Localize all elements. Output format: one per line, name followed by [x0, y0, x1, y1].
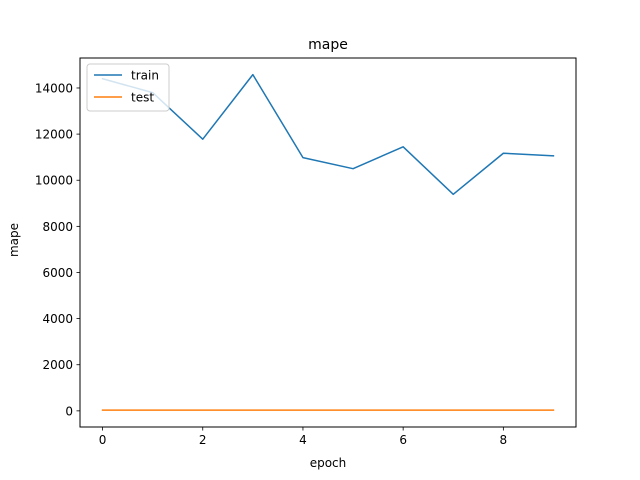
series-line-train — [101, 73, 555, 196]
x-tick-label: 2 — [199, 433, 207, 447]
plot-frame — [79, 57, 577, 428]
x-tick-label: 8 — [500, 433, 508, 447]
y-tick-label: 4000 — [42, 312, 73, 326]
x-tick-label: 0 — [99, 433, 107, 447]
legend: train test — [86, 63, 170, 112]
legend-label-test: test — [131, 91, 154, 105]
legend-label-train: train — [131, 69, 159, 83]
x-tick-label: 6 — [399, 433, 407, 447]
y-axis: 0 2000 4000 6000 8000 10000 12000 14000 — [35, 81, 80, 418]
y-tick-label: 14000 — [35, 81, 73, 95]
plot-area — [101, 73, 555, 411]
y-tick-label: 12000 — [35, 128, 73, 142]
x-tick-label: 4 — [299, 433, 307, 447]
chart-title: mape — [308, 37, 348, 53]
x-axis: 0 2 4 6 8 — [99, 427, 507, 447]
y-axis-label: mape — [7, 223, 21, 257]
x-axis-label: epoch — [310, 456, 347, 470]
y-tick-label: 2000 — [42, 358, 73, 372]
y-tick-label: 6000 — [42, 266, 73, 280]
y-tick-label: 0 — [65, 404, 73, 418]
y-tick-label: 8000 — [42, 220, 73, 234]
y-tick-label: 10000 — [35, 174, 73, 188]
